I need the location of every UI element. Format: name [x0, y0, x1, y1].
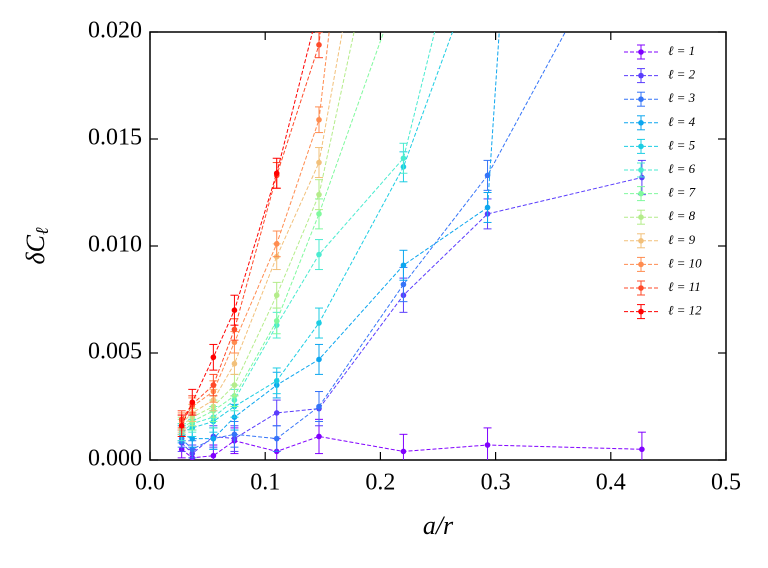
legend-label: ℓ = 1 [668, 43, 695, 58]
data-point [400, 281, 407, 288]
legend-marker [638, 190, 644, 197]
legend-marker [638, 285, 644, 291]
data-point [231, 307, 238, 314]
legend-label: ℓ = 12 [668, 303, 702, 318]
legend-label: ℓ = 5 [668, 137, 696, 152]
data-point [639, 174, 645, 181]
data-point [316, 191, 322, 198]
series-line [181, 32, 343, 424]
legend-label: ℓ = 6 [668, 161, 696, 176]
data-point [231, 431, 238, 438]
series-line [181, 32, 314, 426]
data-point [316, 433, 322, 440]
y-axis-label: δCℓ [21, 227, 52, 264]
legend-marker [638, 167, 644, 173]
data-point [189, 435, 196, 442]
data-point [316, 42, 322, 48]
series-line [181, 32, 330, 422]
data-point [273, 435, 280, 442]
legend-marker [638, 143, 644, 150]
data-point [231, 339, 238, 346]
data-point [273, 410, 280, 416]
plot-area [177, 0, 646, 460]
y-label-sub: ℓ [32, 227, 52, 235]
legend-label: ℓ = 2 [668, 67, 696, 82]
data-point [189, 446, 196, 453]
data-point [316, 356, 322, 363]
x-tick-label: 0.1 [250, 470, 280, 496]
data-point [210, 354, 217, 361]
data-point [231, 382, 238, 388]
legend-label: ℓ = 4 [668, 114, 696, 129]
data-point [316, 251, 322, 258]
y-label-main: δC [21, 234, 50, 264]
legend-marker [638, 214, 644, 220]
data-point [316, 320, 322, 326]
series-line [181, 32, 436, 433]
legend-label: ℓ = 3 [668, 90, 696, 105]
data-point [639, 446, 645, 453]
series-line [181, 435, 642, 459]
legend-marker [638, 72, 644, 79]
data-point [273, 241, 280, 247]
data-point [273, 318, 280, 324]
y-tick-label: 0.005 [88, 339, 142, 365]
legend-label: ℓ = 11 [668, 279, 701, 294]
series-line [181, 32, 566, 450]
legend-label: ℓ = 9 [668, 232, 696, 247]
legend-label: ℓ = 8 [668, 208, 696, 223]
legend: ℓ = 1 ℓ = 2 ℓ = 3 ℓ = 4 ℓ = 5 ℓ = 6 ℓ = 7 ℓ = 8… [624, 43, 702, 320]
data-point [484, 442, 491, 448]
data-point [210, 452, 217, 459]
data-point [178, 422, 185, 429]
data-point [210, 382, 217, 388]
legend-marker [638, 308, 644, 315]
x-tick-label: 0.5 [711, 470, 741, 496]
legend-marker [638, 238, 644, 244]
y-tick-label: 0.020 [88, 18, 142, 44]
legend-marker [638, 261, 644, 268]
data-point [400, 448, 407, 455]
legend-marker [638, 49, 644, 55]
x-axis-label: a/r [423, 511, 454, 540]
data-point [316, 159, 322, 166]
data-point [231, 360, 238, 367]
y-tick-label: 0.015 [88, 125, 142, 151]
series-line [181, 177, 643, 455]
y-tick-label: 0.010 [88, 232, 142, 258]
legend-marker [638, 96, 644, 102]
data-point [273, 292, 280, 299]
error-bar [315, 0, 323, 23]
data-point [316, 4, 322, 10]
data-point [400, 155, 407, 162]
legend-marker [638, 120, 644, 126]
series-line [181, 32, 321, 420]
x-tick-label: 0.2 [365, 470, 395, 496]
x-tick-label: 0.0 [135, 470, 165, 496]
data-point [273, 378, 280, 384]
x-tick-label: 0.3 [481, 470, 511, 496]
data-point [273, 170, 280, 177]
series-line [181, 32, 385, 429]
data-point [189, 399, 196, 406]
x-tick-label: 0.4 [596, 470, 626, 496]
series-line [181, 32, 355, 427]
y-tick-label: 0.000 [88, 446, 142, 472]
legend-label: ℓ = 10 [668, 255, 702, 270]
series-line [181, 32, 500, 440]
data-point [210, 435, 217, 442]
data-point [484, 204, 491, 211]
series-line [181, 32, 454, 433]
data-point [231, 326, 238, 333]
data-point [316, 403, 322, 410]
legend-label: ℓ = 7 [668, 185, 696, 200]
data-point [316, 211, 322, 217]
data-point [400, 262, 407, 269]
data-point [484, 172, 491, 179]
data-point [316, 116, 322, 123]
